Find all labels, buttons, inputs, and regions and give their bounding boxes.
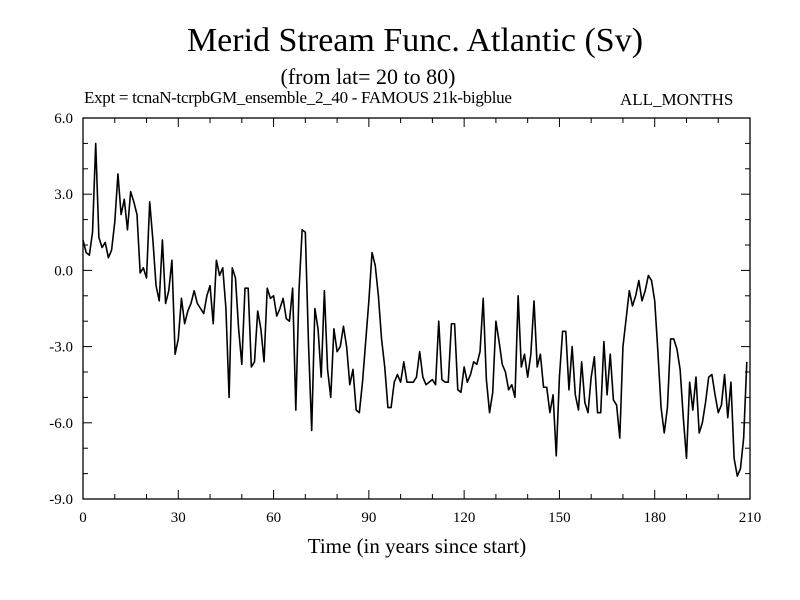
plot-area-frame <box>82 117 751 500</box>
chart-title: Merid Stream Func. Atlantic (Sv) <box>186 22 644 59</box>
chart-subtitle: (from lat= 20 to 80) <box>280 64 456 89</box>
tick-labels: 0 30 60 90 120 150 180 210 6.0 3.0 0.0 -3.0 -6.0 -9.0 <box>49 111 761 526</box>
y-tick-label: 6.0 <box>54 111 73 127</box>
y-tick-label: -6.0 <box>49 416 73 432</box>
x-tick-label: 180 <box>643 510 666 526</box>
x-tick-label: 150 <box>548 510 571 526</box>
x-tick-label: 60 <box>266 510 281 526</box>
experiment-label: Expt = tcnaN-tcrpbGM_ensemble_2_40 - FAM… <box>84 88 512 107</box>
y-tick-label: 3.0 <box>54 187 73 203</box>
x-axis-label: Time (in years since start) <box>308 534 527 558</box>
y-tick-label: 0.0 <box>54 263 73 279</box>
series-line <box>82 142 748 477</box>
months-label: ALL_MONTHS <box>620 90 734 109</box>
x-tick-label: 90 <box>361 510 376 526</box>
x-tick-label: 0 <box>79 510 87 526</box>
y-tick-label: -9.0 <box>49 492 73 508</box>
x-tick-label: 120 <box>453 510 476 526</box>
y-tick-label: -3.0 <box>49 340 73 356</box>
x-tick-label: 30 <box>171 510 186 526</box>
x-tick-label: 210 <box>739 510 762 526</box>
